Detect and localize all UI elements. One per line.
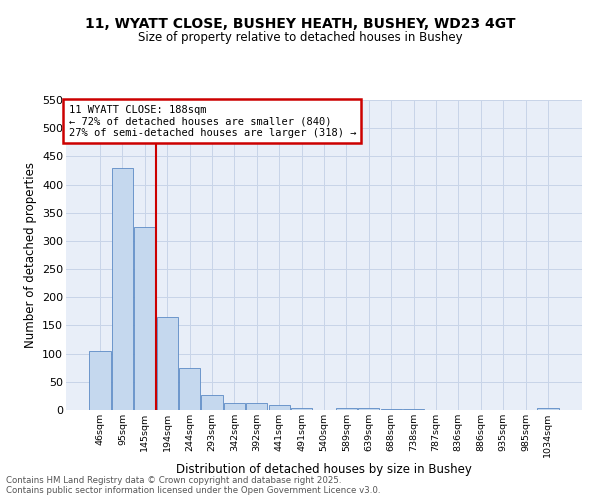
Bar	[246, 403, 268, 410]
Bar	[537, 408, 559, 410]
Bar	[358, 408, 379, 410]
Bar	[89, 351, 111, 410]
Bar	[380, 409, 402, 410]
Text: Size of property relative to detached houses in Bushey: Size of property relative to detached ho…	[137, 31, 463, 44]
Bar	[179, 368, 200, 410]
Text: Contains HM Land Registry data © Crown copyright and database right 2025.
Contai: Contains HM Land Registry data © Crown c…	[6, 476, 380, 495]
Bar	[134, 227, 155, 410]
Text: 11, WYATT CLOSE, BUSHEY HEATH, BUSHEY, WD23 4GT: 11, WYATT CLOSE, BUSHEY HEATH, BUSHEY, W…	[85, 18, 515, 32]
Bar	[157, 317, 178, 410]
Bar	[336, 408, 357, 410]
Text: 11 WYATT CLOSE: 188sqm
← 72% of detached houses are smaller (840)
27% of semi-de: 11 WYATT CLOSE: 188sqm ← 72% of detached…	[68, 104, 356, 138]
Bar	[112, 168, 133, 410]
Bar	[269, 405, 290, 410]
Bar	[291, 408, 312, 410]
X-axis label: Distribution of detached houses by size in Bushey: Distribution of detached houses by size …	[176, 462, 472, 475]
Bar	[202, 395, 223, 410]
Y-axis label: Number of detached properties: Number of detached properties	[23, 162, 37, 348]
Bar	[224, 403, 245, 410]
